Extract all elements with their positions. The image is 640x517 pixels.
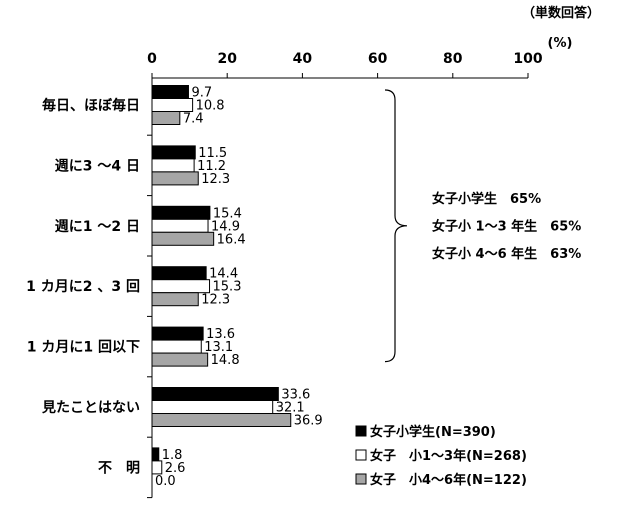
- bar: [151, 292, 199, 307]
- bar: [151, 111, 181, 125]
- x-tick-label: 20: [217, 51, 237, 67]
- curly-bracket: [384, 89, 408, 363]
- value-label: 12.3: [201, 293, 230, 308]
- category-label: 見たことはない: [41, 400, 140, 416]
- value-label: 1.8: [162, 448, 183, 463]
- value-label: 2.6: [165, 461, 186, 476]
- bracket-annotation-line: 女子小学生 65%: [432, 191, 541, 207]
- bar: [151, 400, 274, 414]
- value-label: 11.5: [198, 146, 227, 161]
- value-label: 0.0: [155, 474, 176, 489]
- bar: [151, 205, 211, 220]
- x-tick-label: 100: [513, 51, 542, 67]
- bar: [151, 339, 202, 354]
- category-label: 週に1 ～2 日: [55, 219, 140, 235]
- bar: [151, 85, 189, 99]
- bar: [151, 447, 160, 462]
- bar: [151, 145, 196, 160]
- value-label: 36.9: [294, 414, 323, 429]
- legend-label: 女子小学生(N=390): [370, 424, 496, 440]
- legend-label: 女子 小1～3年(N=268): [370, 448, 527, 464]
- x-tick-label: 60: [368, 51, 388, 67]
- value-label: 33.6: [281, 388, 310, 403]
- value-label: 9.7: [191, 86, 212, 101]
- bar: [151, 266, 207, 281]
- category-label: 1 カ月に1 回以下: [27, 340, 140, 356]
- bar: [151, 413, 292, 427]
- bar: [151, 279, 211, 294]
- bar: [151, 326, 204, 341]
- unit-label: (%): [548, 36, 573, 51]
- legend: 女子小学生(N=390) 女子 小1～3年(N=268) 女子 小4～6年(N=12…: [355, 424, 527, 488]
- bar: [151, 218, 209, 233]
- category-label: 週に3 ～4 日: [55, 158, 140, 174]
- bar: [151, 98, 194, 112]
- bracket-annotation-line: 女子小 1～3 年生 65%: [432, 218, 581, 234]
- bar: [151, 231, 215, 246]
- value-label: 10.8: [196, 99, 225, 114]
- value-label: 11.2: [197, 159, 226, 174]
- bracket-annotation-line: 女子小 4～6 年生 63%: [432, 246, 581, 262]
- bracket-group: 女子小学生 65% 女子小 1～3 年生 65% 女子小 4～6 年生 63%: [384, 89, 581, 363]
- bars: [151, 85, 292, 475]
- bar: [151, 460, 163, 475]
- value-label: 15.4: [213, 206, 242, 221]
- value-label: 12.3: [201, 172, 230, 187]
- legend-swatch: [355, 473, 367, 485]
- legend-swatch: [355, 425, 367, 437]
- x-tick-label: 40: [293, 51, 313, 67]
- category-label: 不 明: [98, 460, 140, 476]
- value-label: 13.1: [204, 340, 233, 355]
- value-label: 14.4: [209, 267, 238, 282]
- value-labels: 9.7 11.5 15.4 14.4 13.6 33.6 1.8 10.8 11.2 14.9 15…: [155, 86, 323, 489]
- value-label: 7.4: [183, 112, 204, 127]
- value-label: 16.4: [217, 232, 246, 247]
- bar: [151, 171, 199, 186]
- bar: [151, 387, 279, 401]
- x-tick-label: 80: [443, 51, 463, 67]
- value-label: 32.1: [276, 401, 305, 416]
- value-label: 15.3: [213, 280, 242, 295]
- value-label: 13.6: [206, 327, 235, 342]
- value-label: 14.8: [211, 353, 240, 368]
- legend-swatch: [355, 449, 367, 461]
- x-tick-label: 0: [147, 51, 157, 67]
- legend-label: 女子 小4～6年(N=122): [370, 472, 527, 488]
- value-label: 14.9: [211, 219, 240, 234]
- bar: [151, 158, 195, 173]
- category-label: 1 カ月に2 、3 回: [26, 279, 140, 295]
- category-label: 毎日、ほぼ毎日: [42, 97, 140, 114]
- response-type-note: （単数回答）: [522, 5, 600, 21]
- bar: [151, 352, 209, 367]
